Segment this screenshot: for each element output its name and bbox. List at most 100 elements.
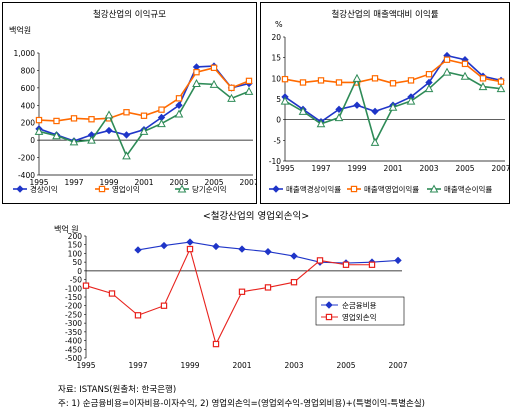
data-point xyxy=(281,75,289,83)
data-point xyxy=(175,95,183,102)
data-point xyxy=(70,115,78,122)
data-point xyxy=(104,110,114,119)
legend-label: 순금융비용 xyxy=(342,301,377,310)
series-3 xyxy=(280,67,506,146)
data-point xyxy=(389,80,397,87)
x-tick-label: 2007 xyxy=(491,164,509,173)
data-point xyxy=(122,131,131,139)
data-point xyxy=(342,261,350,268)
data-point xyxy=(264,284,272,291)
y-tick-label: 10 xyxy=(271,74,281,83)
data-point xyxy=(316,257,324,264)
data-point xyxy=(238,288,246,295)
data-point xyxy=(394,256,402,265)
legend-marker xyxy=(16,185,24,193)
data-point xyxy=(353,101,361,109)
x-tick-label: 2003 xyxy=(284,361,303,370)
chart-title: 철강산업의 매출액대비 이익률 xyxy=(331,9,438,20)
data-point xyxy=(105,126,113,135)
data-point xyxy=(160,302,168,309)
y-tick-label: 100 xyxy=(68,249,83,258)
legend-label: 영업이익 xyxy=(112,184,140,194)
y-tick-label: 1,000 xyxy=(14,49,36,58)
data-point xyxy=(174,109,184,118)
chart-title: 철강산업의 이익규모 xyxy=(93,9,166,20)
series-line xyxy=(85,247,372,346)
data-point xyxy=(388,102,398,111)
non-operating-chart-title: <철강산업의 영업외손익> xyxy=(202,211,310,222)
data-point xyxy=(334,113,344,122)
source-note: 자료: ISTANS(원출처: 한국은행) xyxy=(58,385,177,395)
data-point xyxy=(227,93,236,102)
legend-label: 매출액영업이익률 xyxy=(364,184,419,194)
data-point xyxy=(175,101,183,109)
data-point xyxy=(140,112,148,119)
legend-label: 경상이익 xyxy=(30,184,58,194)
y-tick-label: 150 xyxy=(68,241,83,250)
data-point xyxy=(69,137,79,146)
y-tick-label: 0 xyxy=(276,116,281,125)
data-point xyxy=(122,151,131,160)
y-tick-label: 0 xyxy=(30,136,35,145)
x-tick-label: 2005 xyxy=(455,164,474,173)
data-point xyxy=(280,96,290,105)
profit-scale-chart-panel: 철강산업의 이익규모 백억원 1,000 800 600 400 200 0 -200 -400 1… xyxy=(2,2,257,204)
y-tick-label: -350 xyxy=(65,328,82,337)
data-point xyxy=(192,78,201,87)
data-point xyxy=(139,126,149,135)
y-tick-label: 0 xyxy=(77,267,82,276)
data-point xyxy=(134,246,142,254)
series-2 xyxy=(281,56,505,87)
data-point xyxy=(479,75,487,82)
y-tick-label: -10 xyxy=(269,157,281,166)
y-axis-label: % xyxy=(275,20,283,29)
y-axis-label: 백억 원 xyxy=(54,224,79,234)
data-point xyxy=(371,107,379,116)
data-point xyxy=(209,79,219,88)
legend-box xyxy=(315,296,405,326)
data-point xyxy=(290,278,298,286)
x-tick-label: 1999 xyxy=(99,178,118,187)
y-tick-label: -500 xyxy=(65,354,82,363)
data-point xyxy=(478,82,488,91)
data-point xyxy=(370,137,380,146)
data-point xyxy=(352,73,362,82)
x-tick-label: 2001 xyxy=(383,164,402,173)
y-tick-label: -250 xyxy=(65,310,82,319)
data-point xyxy=(424,84,434,93)
data-point xyxy=(160,241,168,250)
data-point xyxy=(245,77,253,85)
y-tick-label: -200 xyxy=(65,302,82,311)
data-point xyxy=(264,247,272,256)
x-tick-label: 1997 xyxy=(64,178,83,187)
x-tick-label: 1995 xyxy=(29,178,48,187)
data-point xyxy=(496,84,506,93)
legend-marker xyxy=(325,313,333,321)
y-tick-label: 600 xyxy=(21,84,36,93)
data-point xyxy=(186,238,194,246)
data-point xyxy=(52,131,61,140)
x-tick-label: 1995 xyxy=(76,361,95,370)
series-1 xyxy=(134,238,402,267)
legend-marker xyxy=(429,184,439,193)
legend-label: 매출액경상이익률 xyxy=(286,184,341,194)
x-tick-label: 1999 xyxy=(347,164,366,173)
y-tick-label: -50 xyxy=(70,276,82,285)
y-tick-label: -300 xyxy=(65,319,82,328)
y-tick-label: 200 xyxy=(21,119,36,128)
data-point xyxy=(371,75,379,82)
series-2 xyxy=(82,245,376,348)
x-tick-label: 2001 xyxy=(232,361,251,370)
data-point xyxy=(244,86,254,95)
data-point xyxy=(123,109,130,116)
legend-marker xyxy=(177,184,187,193)
non-operating-income-chart: 백억 원200150100500-50-100-150-200-250-300-… xyxy=(54,224,408,370)
x-tick-label: 1999 xyxy=(180,361,199,370)
x-tick-label: 1995 xyxy=(275,164,294,173)
profit-ratio-chart-panel: 철강산업의 매출액대비 이익률% 20 15 10 5 0 -5 -10 1995 1997 199… xyxy=(260,2,510,204)
y-tick-label: 5 xyxy=(276,95,281,104)
data-point xyxy=(425,70,433,78)
x-tick-label: 2005 xyxy=(336,361,355,370)
x-tick-label: 2001 xyxy=(134,178,153,187)
